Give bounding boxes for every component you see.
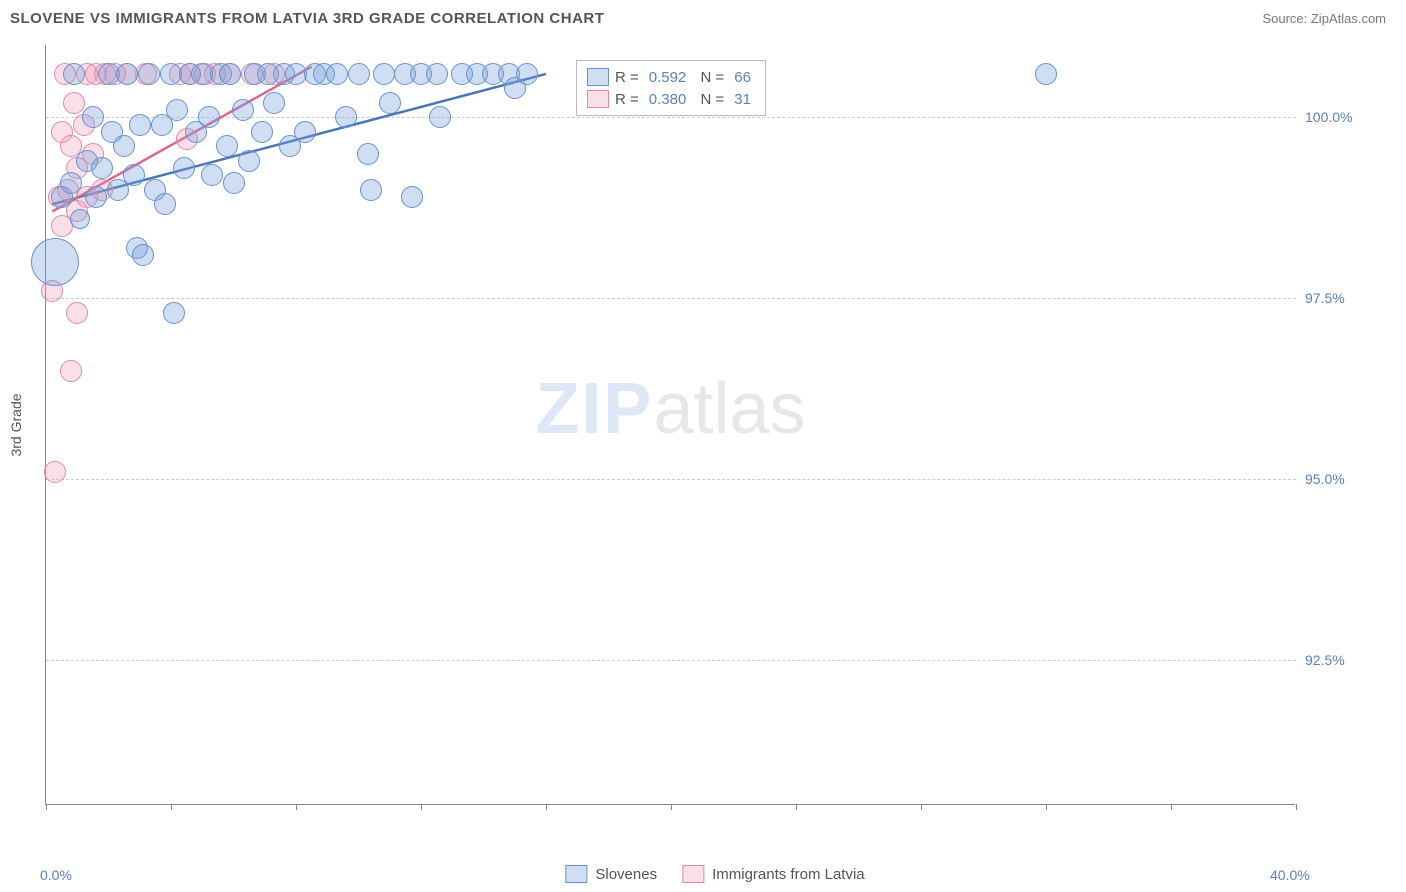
chart-title: SLOVENE VS IMMIGRANTS FROM LATVIA 3RD GR…: [10, 10, 604, 27]
y-axis-title: 3rd Grade: [8, 393, 24, 456]
chart-header: SLOVENE VS IMMIGRANTS FROM LATVIA 3RD GR…: [0, 0, 1406, 32]
data-point: [360, 179, 382, 201]
data-point: [232, 99, 254, 121]
data-point: [173, 157, 195, 179]
data-point: [132, 244, 154, 266]
n-label: N =: [696, 69, 724, 86]
y-tick-label: 97.5%: [1305, 290, 1345, 306]
data-point: [60, 172, 82, 194]
stats-row-pink: R = 0.380 N = 31: [587, 88, 755, 110]
data-point: [238, 150, 260, 172]
swatch-pink-icon: [587, 90, 609, 108]
series-legend: Slovenes Immigrants from Latvia: [565, 865, 864, 883]
data-point: [429, 106, 451, 128]
swatch-pink-icon: [682, 865, 704, 883]
data-point: [60, 360, 82, 382]
data-point: [373, 63, 395, 85]
data-point: [348, 63, 370, 85]
data-point: [201, 164, 223, 186]
data-point: [198, 106, 220, 128]
data-point: [1035, 63, 1057, 85]
data-point: [63, 63, 85, 85]
data-point: [216, 135, 238, 157]
data-point: [138, 63, 160, 85]
r-label: R =: [615, 69, 639, 86]
y-tick-label: 100.0%: [1305, 109, 1352, 125]
data-point: [379, 92, 401, 114]
data-point: [44, 461, 66, 483]
data-point: [82, 106, 104, 128]
n-value-blue: 66: [730, 69, 755, 86]
data-point: [219, 63, 241, 85]
data-point: [357, 143, 379, 165]
data-point: [154, 193, 176, 215]
stats-legend-box: R = 0.592 N = 66 R = 0.380 N = 31: [576, 60, 766, 116]
x-tick: [1296, 804, 1297, 810]
data-point: [166, 99, 188, 121]
legend-item-blue: Slovenes: [565, 865, 657, 883]
n-value-pink: 31: [730, 91, 755, 108]
data-point: [113, 135, 135, 157]
data-point: [401, 186, 423, 208]
chart-source: Source: ZipAtlas.com: [1262, 11, 1386, 26]
data-point: [116, 63, 138, 85]
plot-area: 3rd Grade ZIPatlas R = 0.592 N = 66 R = …: [45, 45, 1295, 805]
n-label: N =: [696, 91, 724, 108]
y-tick-label: 92.5%: [1305, 652, 1345, 668]
legend-label-blue: Slovenes: [595, 866, 657, 883]
r-value-blue: 0.592: [645, 69, 691, 86]
stats-row-blue: R = 0.592 N = 66: [587, 66, 755, 88]
data-point: [66, 302, 88, 324]
data-point: [326, 63, 348, 85]
y-tick-label: 95.0%: [1305, 471, 1345, 487]
swatch-blue-icon: [587, 68, 609, 86]
data-point: [85, 186, 107, 208]
x-axis-min-label: 0.0%: [40, 867, 72, 883]
data-point: [91, 157, 113, 179]
r-label: R =: [615, 91, 639, 108]
data-point: [294, 121, 316, 143]
data-point: [263, 92, 285, 114]
legend-label-pink: Immigrants from Latvia: [712, 866, 865, 883]
data-point: [251, 121, 273, 143]
data-point: [123, 164, 145, 186]
data-point: [163, 302, 185, 324]
data-point: [129, 114, 151, 136]
data-point: [426, 63, 448, 85]
data-point: [516, 63, 538, 85]
data-point: [70, 209, 90, 229]
data-point: [223, 172, 245, 194]
r-value-pink: 0.380: [645, 91, 691, 108]
data-point: [335, 106, 357, 128]
trend-lines: [46, 45, 1296, 805]
chart-container: 3rd Grade ZIPatlas R = 0.592 N = 66 R = …: [45, 45, 1385, 845]
legend-item-pink: Immigrants from Latvia: [682, 865, 865, 883]
data-point: [31, 238, 79, 286]
x-axis-max-label: 40.0%: [1270, 867, 1310, 883]
swatch-blue-icon: [565, 865, 587, 883]
data-point: [63, 92, 85, 114]
